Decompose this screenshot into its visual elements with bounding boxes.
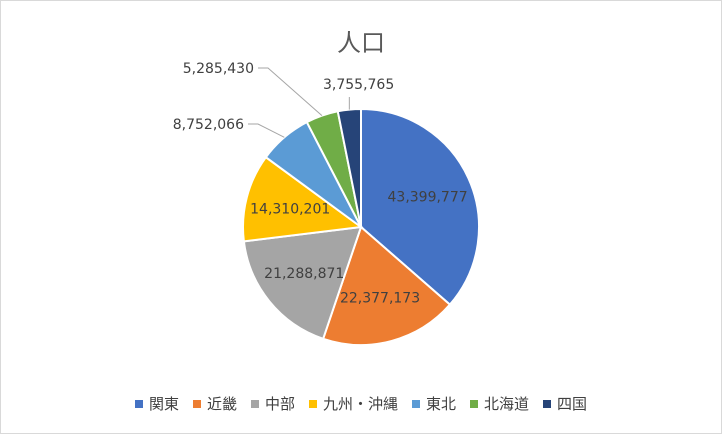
legend-label: 中部 <box>264 395 295 413</box>
pie-slice-3 <box>242 225 363 341</box>
chart-legend: 関東 近畿 中部 九州・沖縄 東北 北海道 四国 <box>1 393 721 414</box>
data-label-3: 21,288,871 <box>264 266 344 282</box>
legend-item-1: 関東 <box>134 393 179 414</box>
legend-label: 四国 <box>557 395 588 413</box>
legend-label: 東北 <box>426 395 457 413</box>
data-label-5: 8,752,066 <box>173 117 244 133</box>
chart-title: 人口 <box>337 29 385 57</box>
legend-swatch <box>308 399 317 408</box>
pie-slice-1 <box>360 107 480 306</box>
legend-swatch <box>470 399 479 408</box>
legend-swatch <box>134 399 143 408</box>
pie-slice-4 <box>242 155 364 243</box>
legend-item-2: 近畿 <box>192 393 237 414</box>
legend-item-4: 九州・沖縄 <box>308 393 398 414</box>
data-label-6: 5,285,430 <box>183 61 254 77</box>
legend-swatch <box>412 399 420 408</box>
pie-slice-2 <box>321 225 452 346</box>
legend-item-3: 中部 <box>250 393 295 414</box>
data-label-7: 3,755,765 <box>323 77 394 93</box>
legend-label: 九州・沖縄 <box>322 395 398 413</box>
legend-item-7: 四国 <box>543 393 587 414</box>
legend-label: 北海道 <box>484 395 530 413</box>
pie-slice-7 <box>336 107 362 228</box>
legend-swatch <box>543 399 552 408</box>
legend-swatch <box>192 399 201 408</box>
data-label-1: 43,399,777 <box>388 190 468 206</box>
leader-line-5 <box>248 123 285 138</box>
legend-swatch <box>250 399 259 408</box>
data-label-2: 22,377,173 <box>340 291 420 307</box>
legend-label: 近畿 <box>206 395 237 413</box>
data-label-4: 14,310,201 <box>250 202 330 218</box>
legend-label: 関東 <box>148 395 179 413</box>
legend-item-6: 北海道 <box>470 393 529 414</box>
legend-item-5: 東北 <box>412 393 456 414</box>
leader-line-6 <box>258 67 323 117</box>
